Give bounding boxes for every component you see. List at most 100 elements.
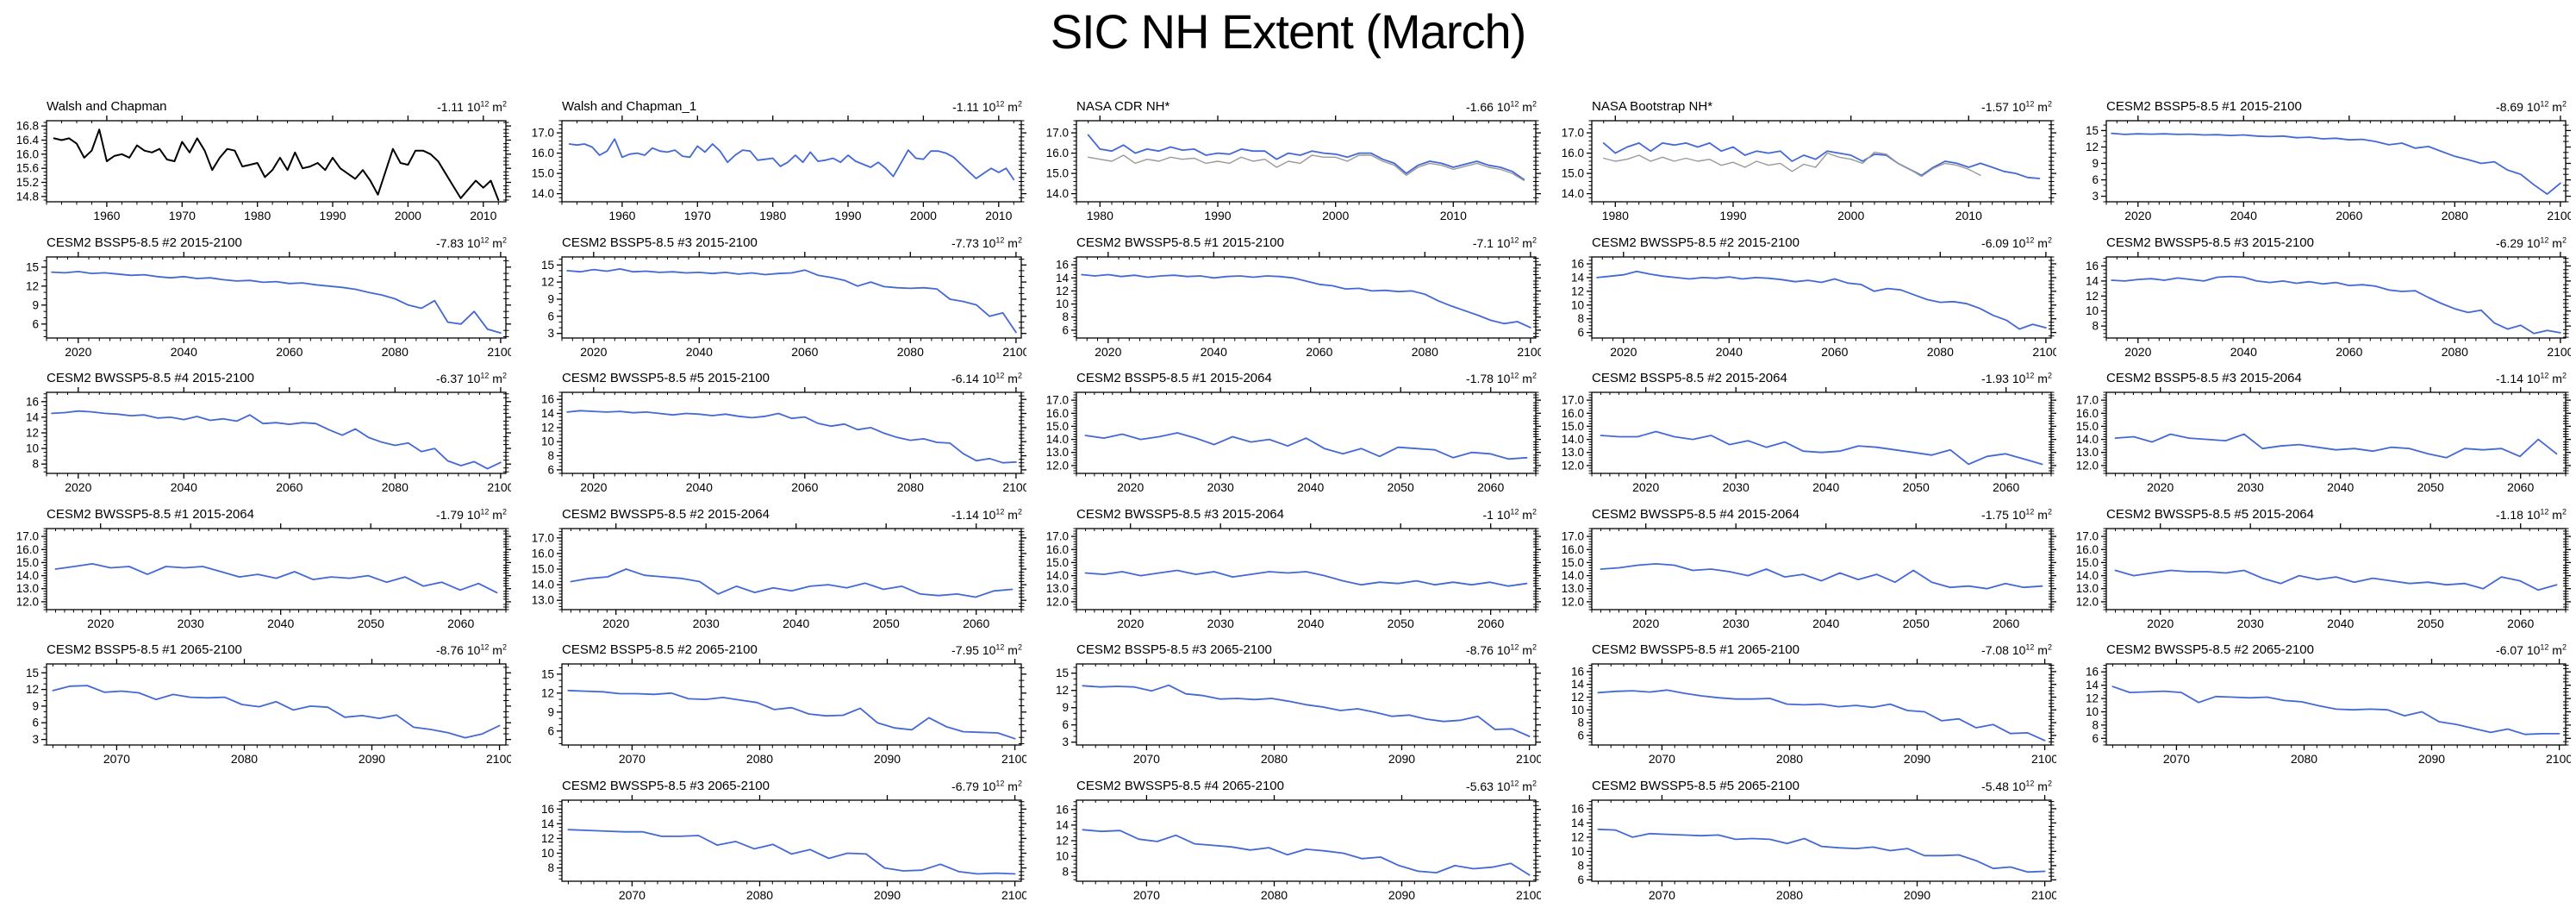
svg-text:14: 14 [1571,271,1585,284]
svg-text:10: 10 [26,442,39,455]
svg-text:6: 6 [32,317,39,330]
svg-text:12: 12 [1056,285,1069,297]
svg-text:14: 14 [541,817,555,830]
svg-text:3: 3 [2092,190,2099,203]
svg-text:13.0: 13.0 [1046,582,1069,595]
svg-text:12.0: 12.0 [1046,595,1069,608]
panel-title: CESM2 BSSP5-8.5 #3 2015-2100 [562,235,758,250]
panel-plot: 2020 2030 2040 2050 2060 12.013.014.015.016.0… [1562,387,2056,494]
svg-text:12: 12 [541,686,554,699]
svg-text:2020: 2020 [580,480,607,494]
svg-text:9: 9 [547,293,554,306]
panel-plot: 2020 2040 2060 2080 2100 6 9 12 15 [26,252,511,359]
svg-text:17.0: 17.0 [1046,127,1069,140]
svg-text:2090: 2090 [874,888,901,902]
svg-text:2060: 2060 [2336,345,2362,359]
svg-text:12: 12 [26,279,39,292]
svg-text:2080: 2080 [1927,345,1954,359]
panel-title: CESM2 BWSSP5-8.5 #5 2065-2100 [1592,779,1799,793]
chart-panel-r4c1: CESM2 BSSP5-8.5 #2 2065-2100 -7.95 1012 m… [517,640,1026,773]
chart-panel-r5c2: CESM2 BWSSP5-8.5 #4 2065-2100 -5.63 1012 … [1032,776,1541,909]
svg-text:15.0: 15.0 [1046,167,1069,180]
chart-panel-r2c2: CESM2 BSSP5-8.5 #1 2015-2064 -1.78 1012 m… [1032,368,1541,501]
panel-trend-value: -6.29 1012 m2 [2496,235,2567,250]
svg-text:2090: 2090 [874,752,901,766]
svg-text:2010: 2010 [985,209,1012,222]
svg-text:6: 6 [32,717,39,729]
svg-text:13.0: 13.0 [1046,446,1069,459]
svg-text:10: 10 [1571,298,1584,311]
chart-panel-r3c4: CESM2 BWSSP5-8.5 #5 2015-2064 -1.18 1012 … [2061,504,2571,637]
svg-text:2030: 2030 [1723,617,1750,630]
svg-text:2080: 2080 [2442,345,2468,359]
svg-text:2080: 2080 [382,345,409,359]
svg-text:2080: 2080 [897,480,924,494]
svg-text:12.0: 12.0 [2076,595,2099,608]
svg-text:2030: 2030 [693,617,720,630]
svg-text:6: 6 [1577,326,1584,339]
svg-text:2030: 2030 [2237,480,2264,494]
panel-title: CESM2 BWSSP5-8.5 #2 2015-2100 [1592,235,1799,250]
panel-trend-value: -1.11 1012 m2 [437,99,507,114]
svg-text:2070: 2070 [2163,752,2190,766]
svg-text:2050: 2050 [1903,617,1930,630]
svg-text:2070: 2070 [1649,752,1675,766]
panel-trend-value: -8.76 1012 m2 [436,642,507,657]
panel-title: CESM2 BWSSP5-8.5 #3 2065-2100 [562,779,770,793]
svg-text:2090: 2090 [359,752,385,766]
svg-text:14.0: 14.0 [532,187,554,200]
svg-text:14: 14 [26,410,40,423]
svg-text:2070: 2070 [103,752,130,766]
svg-text:2040: 2040 [2230,345,2257,359]
panel-trend-value: -1.66 1012 m2 [1466,99,1537,114]
chart-panel-r0c3: NASA Bootstrap NH* -1.57 1012 m2 1980 1990 2… [1547,97,2056,229]
panel-plot: 2020 2030 2040 2050 2060 12.013.014.015.016.0… [1562,523,2056,630]
svg-text:17.0: 17.0 [1562,127,1584,140]
panel-plot: 2020 2030 2040 2050 2060 12.013.014.015.016.0… [2076,523,2571,630]
svg-text:12.0: 12.0 [16,595,39,608]
panel-plot: 1980 1990 2000 2010 14.0 15.0 16.0 17.0 [1562,116,2056,222]
svg-text:8: 8 [1577,312,1584,325]
panel-trend-value: -1.57 1012 m2 [1981,99,2052,114]
svg-text:2010: 2010 [1955,209,1982,222]
svg-text:2060: 2060 [2507,480,2534,494]
panel-title: CESM2 BWSSP5-8.5 #1 2015-2100 [1076,235,1284,250]
svg-text:2040: 2040 [171,345,197,359]
svg-text:12: 12 [1571,285,1584,297]
svg-text:2000: 2000 [1837,209,1864,222]
svg-text:14.0: 14.0 [1046,569,1069,582]
svg-text:16: 16 [1056,803,1069,816]
svg-text:13.0: 13.0 [2076,582,2099,595]
svg-text:6: 6 [547,463,554,476]
chart-panel-r1c3: CESM2 BWSSP5-8.5 #2 2015-2100 -6.09 1012 … [1547,233,2056,366]
svg-text:2040: 2040 [1812,480,1839,494]
svg-text:2100: 2100 [1002,480,1026,494]
svg-text:2070: 2070 [1133,752,1160,766]
svg-text:2020: 2020 [2124,209,2151,222]
svg-text:2040: 2040 [1812,617,1839,630]
panel-title: CESM2 BSSP5-8.5 #1 2015-2100 [2106,99,2302,114]
svg-text:2000: 2000 [395,209,421,222]
svg-text:2020: 2020 [1117,617,1144,630]
svg-text:2100: 2100 [1001,752,1026,766]
svg-text:2080: 2080 [1261,888,1288,902]
svg-text:2100: 2100 [1516,888,1541,902]
svg-text:16.0: 16.0 [1562,147,1584,160]
svg-text:12: 12 [26,427,39,440]
svg-text:14.0: 14.0 [1562,569,1584,582]
svg-text:15: 15 [26,260,39,273]
svg-text:8: 8 [2092,320,2099,333]
panel-title: CESM2 BWSSP5-8.5 #5 2015-2100 [562,371,770,385]
panel-plot: 2020 2040 2060 2080 2100 3 6 9 12 15 [2086,116,2571,222]
svg-text:14.0: 14.0 [1046,187,1069,200]
panel-plot: 1960 1970 1980 1990 2000 2010 14.0 15.0 16.0 17.0 [532,116,1026,222]
svg-text:2040: 2040 [171,480,197,494]
panel-plot: 2070 2080 2090 2100 3 6 9 12 15 [26,659,511,766]
svg-text:2060: 2060 [276,480,303,494]
svg-text:2020: 2020 [1610,345,1637,359]
panel-title: CESM2 BWSSP5-8.5 #1 2015-2064 [47,507,254,522]
svg-text:16: 16 [26,395,39,408]
chart-panel-r0c1: Walsh and Chapman_1 -1.11 1012 m2 1960 1970… [517,97,1026,229]
chart-panel-r4c2: CESM2 BSSP5-8.5 #3 2065-2100 -8.76 1012 m… [1032,640,1541,773]
